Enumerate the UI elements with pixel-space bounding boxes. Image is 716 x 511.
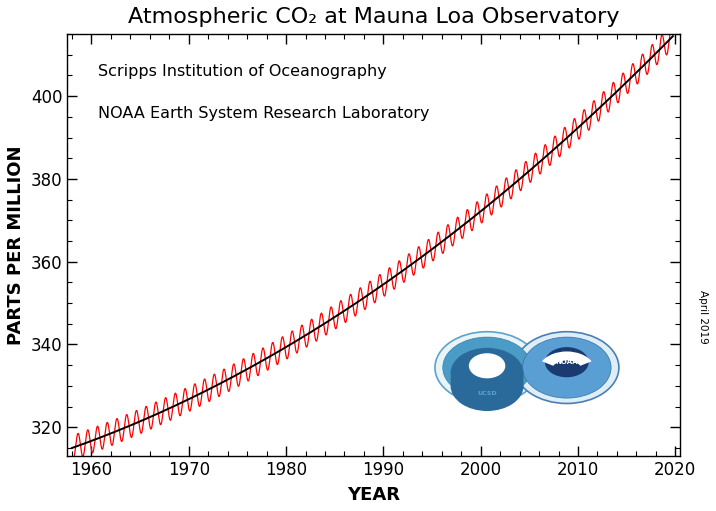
Text: UCSD: UCSD (478, 391, 497, 396)
Circle shape (515, 332, 619, 404)
Circle shape (450, 348, 523, 398)
Circle shape (435, 332, 539, 404)
Circle shape (523, 337, 611, 398)
Text: NOAA Earth System Research Laboratory: NOAA Earth System Research Laboratory (98, 106, 430, 121)
X-axis label: YEAR: YEAR (347, 486, 400, 504)
Text: April 2019: April 2019 (698, 290, 708, 344)
Circle shape (442, 337, 531, 398)
Text: Scripps Institution of Oceanography: Scripps Institution of Oceanography (98, 63, 387, 79)
Y-axis label: PARTS PER MILLION: PARTS PER MILLION (7, 146, 25, 345)
Circle shape (545, 347, 589, 377)
Circle shape (469, 353, 505, 378)
Title: Atmospheric CO₂ at Mauna Loa Observatory: Atmospheric CO₂ at Mauna Loa Observatory (128, 7, 619, 27)
Circle shape (450, 354, 523, 405)
Wedge shape (542, 352, 591, 366)
Circle shape (450, 361, 523, 411)
Text: NOAA: NOAA (556, 359, 578, 365)
